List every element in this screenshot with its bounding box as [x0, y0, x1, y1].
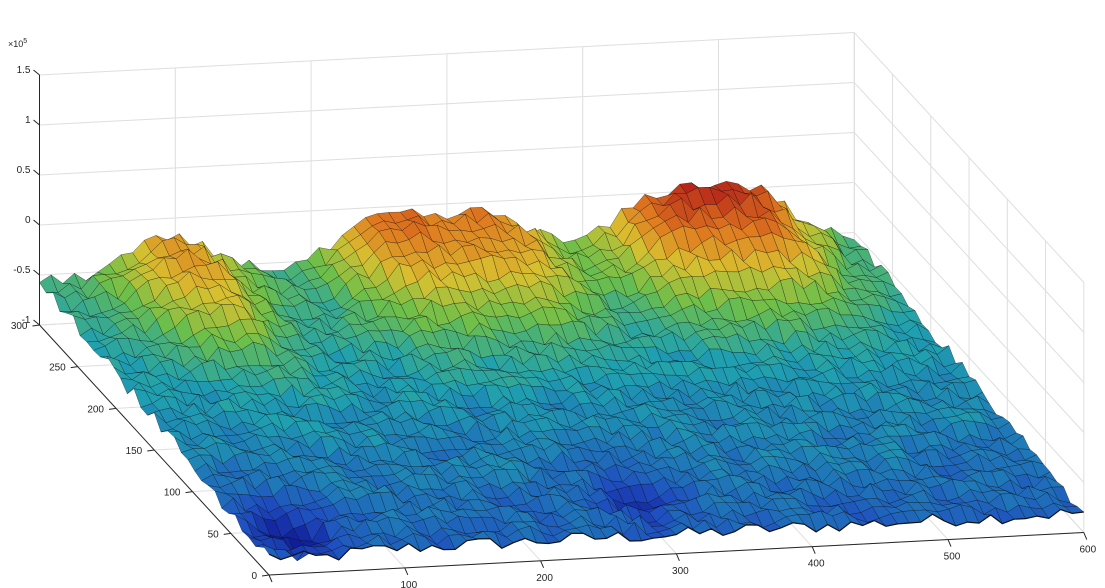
y-tick-mark: [147, 449, 155, 452]
z-tick-mark: [33, 219, 40, 226]
x-tick-mark: [404, 567, 409, 576]
tick-labels: ×105 0 100 200 300 400 500 600 0 50 100 150 200 250 3…: [8, 38, 1097, 588]
grid-line: [39, 132, 855, 176]
y-tick-label: 250: [49, 363, 66, 374]
x-tick-mark: [540, 560, 545, 569]
y-tick-mark: [185, 491, 193, 494]
y-tick-label: 50: [208, 529, 220, 540]
x-tick-mark: [811, 546, 816, 554]
x-tick-label: 300: [672, 566, 689, 577]
grid-line: [39, 32, 855, 76]
y-tick-mark: [223, 532, 231, 535]
z-tick-label: -0.5: [13, 265, 31, 276]
x-tick-mark: [1083, 532, 1088, 540]
z-tick-mark: [33, 119, 40, 126]
z-tick-label: 0.5: [17, 165, 31, 176]
z-tick-label: -1: [22, 315, 31, 326]
grid-line: [853, 82, 1085, 333]
x-tick-label: 200: [536, 573, 553, 584]
grid-line: [853, 182, 1085, 433]
y-tick-mark: [70, 366, 78, 369]
x-tick-label: 600: [1079, 545, 1096, 556]
x-tick-mark: [268, 574, 273, 583]
grid-line: [853, 32, 1085, 283]
surface-mesh: [39, 180, 1085, 562]
x-tick-label: 100: [400, 580, 417, 588]
z-tick-mark: [33, 69, 40, 76]
x-tick-mark: [675, 553, 680, 561]
z-tick-label: 0: [25, 215, 31, 226]
z-tick-label: 1.5: [17, 65, 31, 76]
y-tick-label: 300: [11, 321, 28, 332]
z-tick-mark: [33, 319, 40, 326]
x-tick-mark: [947, 539, 952, 547]
axes-lines: [32, 69, 1088, 583]
x-tick-label: 500: [944, 552, 961, 563]
y-tick-label: 100: [164, 488, 181, 499]
z-tick-mark: [33, 269, 40, 276]
y-tick-mark: [261, 574, 270, 577]
z-tick-mark: [33, 169, 40, 176]
grid-line: [39, 82, 855, 126]
grid-line: [853, 132, 1085, 383]
y-tick-mark: [32, 324, 40, 327]
x-tick-label: 400: [808, 559, 825, 570]
surface-front-edge: [268, 508, 1084, 561]
y-tick-label: 0: [251, 571, 257, 582]
z-tick-label: 1: [25, 115, 31, 126]
grid-line: [853, 232, 1085, 483]
z-exponent-label: ×105: [8, 38, 27, 49]
y-tick-label: 200: [87, 404, 104, 415]
y-tick-mark: [108, 407, 117, 410]
y-tick-label: 150: [126, 446, 143, 457]
